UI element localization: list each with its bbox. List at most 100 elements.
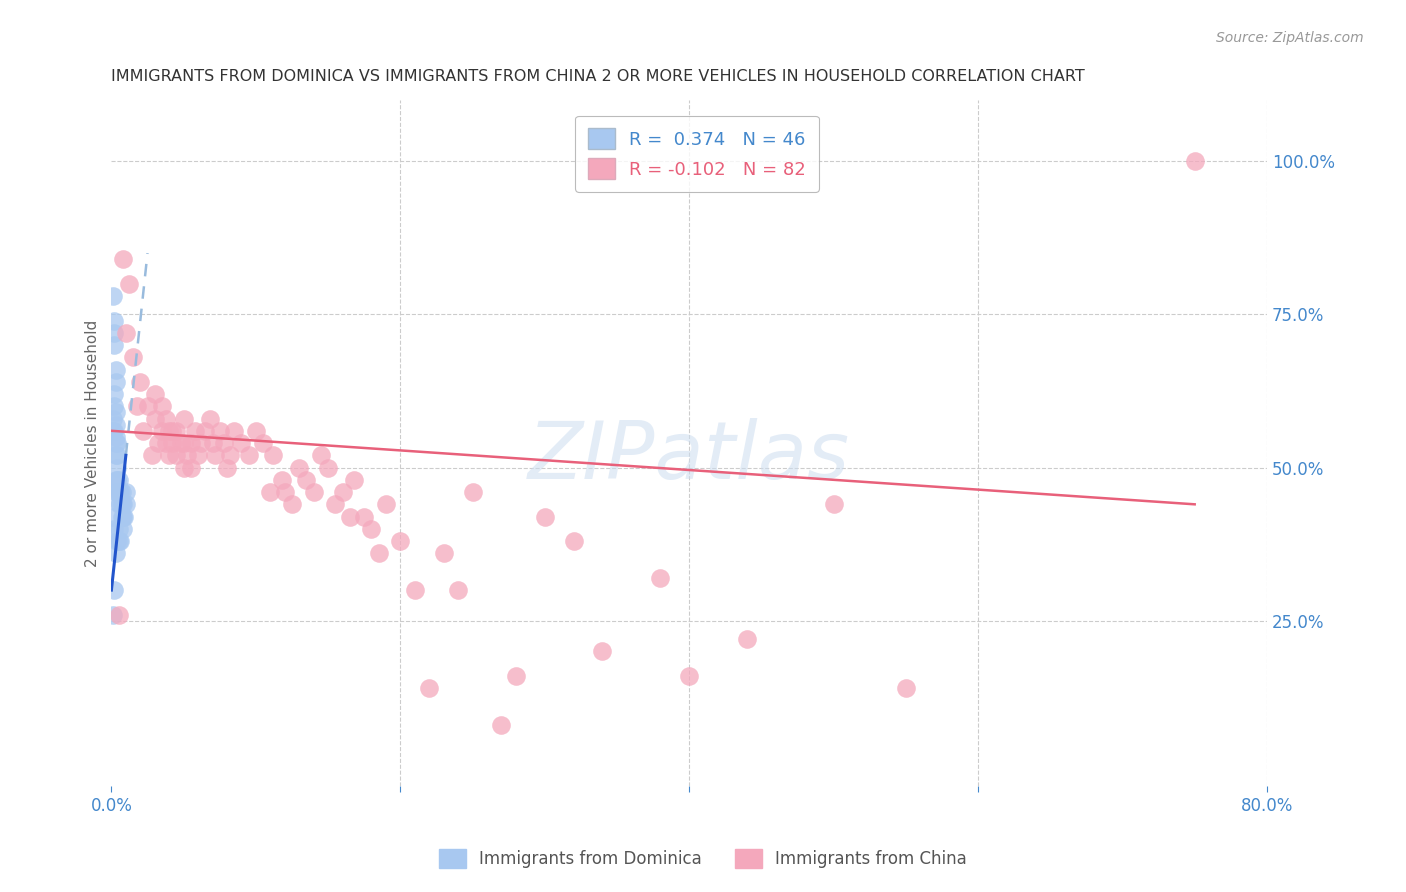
- Point: [735, 632, 758, 646]
- Point: [190, 436, 212, 450]
- Point: [165, 424, 187, 438]
- Point: [160, 436, 183, 450]
- Point: [107, 497, 129, 511]
- Point: [309, 448, 332, 462]
- Point: [104, 448, 127, 462]
- Point: [104, 473, 127, 487]
- Text: IMMIGRANTS FROM DOMINICA VS IMMIGRANTS FROM CHINA 2 OR MORE VEHICLES IN HOUSEHOL: IMMIGRANTS FROM DOMINICA VS IMMIGRANTS F…: [111, 69, 1085, 84]
- Point: [418, 681, 440, 695]
- Point: [173, 460, 195, 475]
- Point: [118, 277, 141, 291]
- Point: [187, 448, 209, 462]
- Point: [104, 485, 127, 500]
- Point: [105, 448, 128, 462]
- Point: [389, 534, 412, 549]
- Point: [103, 424, 125, 438]
- Point: [101, 411, 124, 425]
- Point: [107, 534, 129, 549]
- Point: [103, 338, 125, 352]
- Point: [367, 546, 389, 560]
- Point: [894, 681, 917, 695]
- Legend: R =  0.374   N = 46, R = -0.102   N = 82: R = 0.374 N = 46, R = -0.102 N = 82: [575, 116, 818, 192]
- Point: [108, 497, 131, 511]
- Point: [103, 387, 125, 401]
- Point: [104, 375, 127, 389]
- Point: [103, 313, 125, 327]
- Point: [150, 399, 173, 413]
- Point: [281, 497, 304, 511]
- Point: [353, 509, 375, 524]
- Point: [288, 460, 311, 475]
- Point: [165, 448, 187, 462]
- Point: [129, 375, 152, 389]
- Point: [343, 473, 366, 487]
- Point: [143, 411, 166, 425]
- Point: [823, 497, 845, 511]
- Point: [270, 473, 292, 487]
- Point: [104, 362, 127, 376]
- Point: [447, 583, 470, 598]
- Point: [110, 497, 132, 511]
- Point: [107, 485, 129, 500]
- Point: [111, 497, 134, 511]
- Point: [146, 436, 169, 450]
- Point: [218, 448, 240, 462]
- Point: [173, 436, 195, 450]
- Point: [332, 485, 354, 500]
- Point: [105, 534, 128, 549]
- Point: [295, 473, 318, 487]
- Point: [111, 522, 134, 536]
- Point: [115, 497, 138, 511]
- Point: [224, 424, 246, 438]
- Point: [215, 460, 238, 475]
- Point: [105, 473, 128, 487]
- Point: [108, 534, 131, 549]
- Point: [201, 436, 224, 450]
- Point: [505, 669, 527, 683]
- Point: [259, 485, 281, 500]
- Point: [157, 448, 180, 462]
- Point: [115, 485, 138, 500]
- Point: [323, 497, 346, 511]
- Point: [155, 411, 177, 425]
- Point: [302, 485, 325, 500]
- Point: [231, 436, 253, 450]
- Point: [404, 583, 426, 598]
- Point: [245, 424, 267, 438]
- Point: [491, 718, 513, 732]
- Point: [198, 411, 221, 425]
- Point: [104, 430, 127, 444]
- Point: [103, 326, 125, 340]
- Point: [105, 485, 128, 500]
- Point: [316, 460, 339, 475]
- Point: [101, 607, 124, 622]
- Point: [101, 289, 124, 303]
- Point: [110, 509, 132, 524]
- Text: ZIPatlas: ZIPatlas: [529, 417, 851, 496]
- Point: [111, 252, 134, 267]
- Point: [160, 424, 183, 438]
- Y-axis label: 2 or more Vehicles in Household: 2 or more Vehicles in Household: [86, 319, 100, 566]
- Point: [104, 417, 127, 432]
- Point: [678, 669, 700, 683]
- Point: [562, 534, 585, 549]
- Point: [104, 436, 127, 450]
- Point: [103, 522, 125, 536]
- Point: [252, 436, 274, 450]
- Point: [136, 399, 159, 413]
- Point: [650, 571, 672, 585]
- Point: [433, 546, 456, 560]
- Point: [107, 473, 129, 487]
- Point: [157, 424, 180, 438]
- Point: [274, 485, 297, 500]
- Point: [103, 583, 125, 598]
- Point: [143, 387, 166, 401]
- Point: [374, 497, 396, 511]
- Point: [212, 436, 235, 450]
- Point: [155, 436, 177, 450]
- Point: [180, 460, 202, 475]
- Point: [262, 448, 284, 462]
- Point: [592, 644, 614, 658]
- Point: [112, 509, 135, 524]
- Point: [115, 326, 138, 340]
